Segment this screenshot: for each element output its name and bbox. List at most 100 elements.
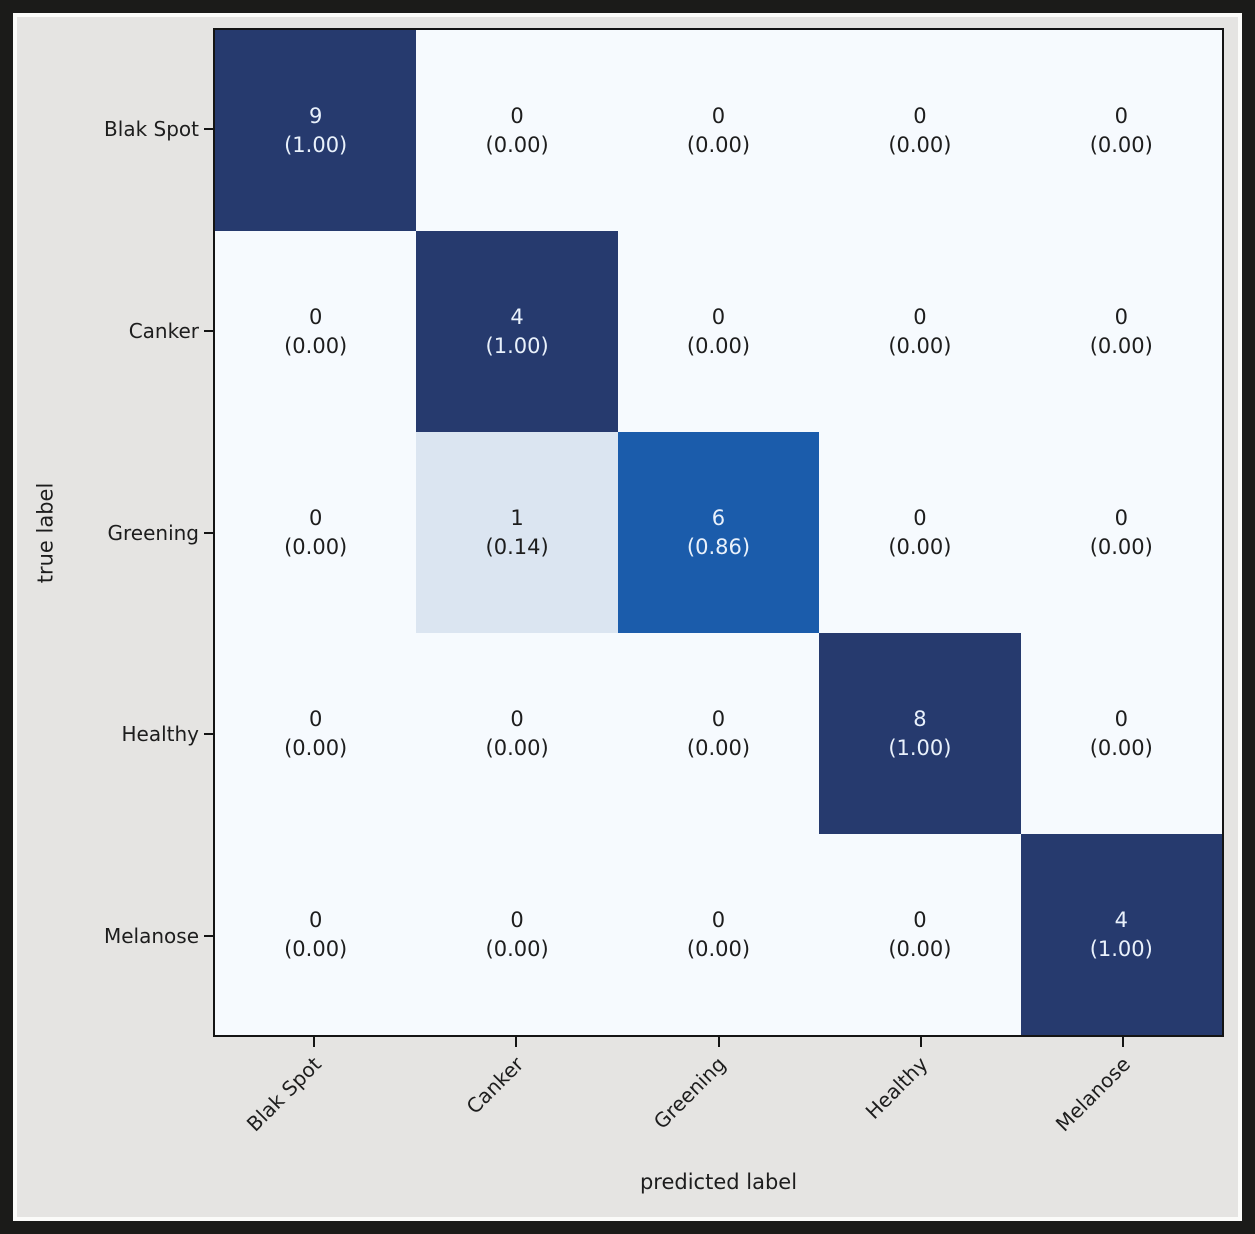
matrix-cell: 0 (0.00)	[215, 834, 417, 1035]
y-axis-title: true label	[33, 482, 57, 583]
cell-count: 0	[309, 505, 323, 530]
cell-count: 0	[711, 103, 726, 128]
matrix-cell: 0 (0.00)	[416, 30, 618, 231]
matrix-cell: 0 (0.00)	[617, 834, 820, 1035]
cell-fraction: (0.00)	[888, 132, 952, 157]
cell-fraction: (0.14)	[485, 534, 549, 559]
cell-count: 4	[1114, 907, 1128, 932]
cell-count: 0	[1114, 103, 1128, 128]
cell-count: 6	[711, 505, 726, 530]
cell-fraction: (0.00)	[485, 735, 549, 760]
cell-fraction: (0.00)	[1089, 534, 1153, 559]
matrix-cell: 0 (0.00)	[819, 432, 1021, 633]
y-tick-label: Healthy	[121, 722, 199, 747]
cell-count: 0	[309, 304, 323, 329]
x-tick-label: Greening	[648, 1052, 731, 1134]
matrix-cell: 0 (0.00)	[819, 231, 1021, 432]
cell-fraction: (1.00)	[888, 735, 952, 760]
cell-fraction: (0.00)	[284, 534, 348, 559]
matrix-cell: 0 (0.00)	[617, 231, 820, 432]
cell-fraction: (0.00)	[888, 333, 952, 358]
y-axis-title-wrap: true label	[28, 28, 62, 1037]
cell-count: 0	[1114, 304, 1128, 329]
cell-fraction: (0.86)	[686, 534, 751, 559]
cell-fraction: (0.00)	[686, 333, 751, 358]
cell-count: 1	[510, 505, 524, 530]
cell-fraction: (0.00)	[888, 936, 952, 961]
heatmap-grid: 9 (1.00) 0 (0.00) 0 (0.00) 0 (0.00) 0 (0.00) 0 (0.0…	[215, 30, 1222, 1035]
x-tick-mark	[515, 1037, 518, 1047]
cell-fraction: (0.00)	[284, 735, 348, 760]
matrix-cell: 6 (0.86)	[617, 432, 820, 633]
cell-fraction: (0.00)	[485, 132, 549, 157]
cell-fraction: (0.00)	[686, 936, 751, 961]
y-tick-mark	[204, 127, 213, 130]
cell-fraction: (1.00)	[1089, 936, 1153, 961]
matrix-cell: 0 (0.00)	[215, 231, 417, 432]
cell-fraction: (0.00)	[284, 333, 348, 358]
matrix-cell: 0 (0.00)	[1020, 231, 1222, 432]
x-tick-mark	[919, 1037, 922, 1047]
matrix-cell: 0 (0.00)	[1020, 633, 1222, 834]
cell-count: 0	[913, 103, 927, 128]
x-tick-label: Blak Spot	[241, 1052, 327, 1137]
cell-count: 0	[711, 706, 726, 731]
y-tick-label: Canker	[128, 318, 199, 343]
cell-count: 8	[913, 706, 927, 731]
cell-fraction: (0.00)	[686, 132, 751, 157]
matrix-cell: 0 (0.00)	[416, 633, 618, 834]
matrix-cell: 0 (0.00)	[617, 30, 820, 231]
x-tick-label: Melanose	[1050, 1052, 1135, 1137]
matrix-cell: 1 (0.14)	[416, 432, 618, 633]
matrix-cell: 4 (1.00)	[416, 231, 618, 432]
y-tick-mark	[204, 935, 213, 938]
matrix-cell: 0 (0.00)	[819, 30, 1021, 231]
cell-count: 4	[510, 304, 524, 329]
cell-count: 0	[510, 103, 524, 128]
cell-fraction: (0.00)	[1089, 735, 1153, 760]
cell-fraction: (1.00)	[284, 132, 348, 157]
cell-count: 0	[510, 706, 524, 731]
x-axis-title: predicted label	[639, 1170, 798, 1194]
cell-count: 0	[1114, 706, 1128, 731]
cell-count: 0	[510, 907, 524, 932]
matrix-cell: 0 (0.00)	[1020, 30, 1222, 231]
matrix-cell: 0 (0.00)	[416, 834, 618, 1035]
matrix-cell: 0 (0.00)	[617, 633, 820, 834]
cell-count: 9	[309, 103, 323, 128]
y-tick-mark	[204, 733, 213, 736]
matrix-cell: 0 (0.00)	[215, 432, 417, 633]
x-tick-mark	[313, 1037, 316, 1047]
cell-fraction: (0.00)	[686, 735, 751, 760]
cell-fraction: (0.00)	[1089, 132, 1153, 157]
cell-fraction: (0.00)	[485, 936, 549, 961]
matrix-cell: 8 (1.00)	[819, 633, 1021, 834]
cell-count: 0	[913, 505, 927, 530]
matrix-cell: 0 (0.00)	[1020, 432, 1222, 633]
matrix-cell: 4 (1.00)	[1020, 834, 1222, 1035]
x-tick-label: Canker	[461, 1052, 529, 1119]
cell-fraction: (0.00)	[284, 936, 348, 961]
cell-fraction: (0.00)	[1089, 333, 1153, 358]
cell-count: 0	[309, 907, 323, 932]
x-tick-mark	[1121, 1037, 1124, 1047]
y-tick-mark	[204, 531, 213, 534]
y-tick-label: Blak Spot	[104, 116, 199, 141]
cell-fraction: (0.00)	[888, 534, 952, 559]
cell-count: 0	[711, 304, 726, 329]
cell-count: 0	[913, 907, 927, 932]
y-tick-label: Melanose	[103, 924, 199, 949]
plot-area: 9 (1.00) 0 (0.00) 0 (0.00) 0 (0.00) 0 (0.00) 0 (0.0…	[213, 28, 1224, 1037]
cell-count: 0	[1114, 505, 1128, 530]
matrix-cell: 0 (0.00)	[819, 834, 1021, 1035]
y-tick-mark	[204, 329, 213, 332]
x-tick-mark	[717, 1037, 720, 1047]
cell-count: 0	[711, 907, 726, 932]
x-tick-label: Healthy	[860, 1052, 933, 1124]
cell-count: 0	[309, 706, 323, 731]
matrix-cell: 9 (1.00)	[215, 30, 417, 231]
cell-count: 0	[913, 304, 927, 329]
matrix-cell: 0 (0.00)	[215, 633, 417, 834]
cell-fraction: (1.00)	[485, 333, 549, 358]
